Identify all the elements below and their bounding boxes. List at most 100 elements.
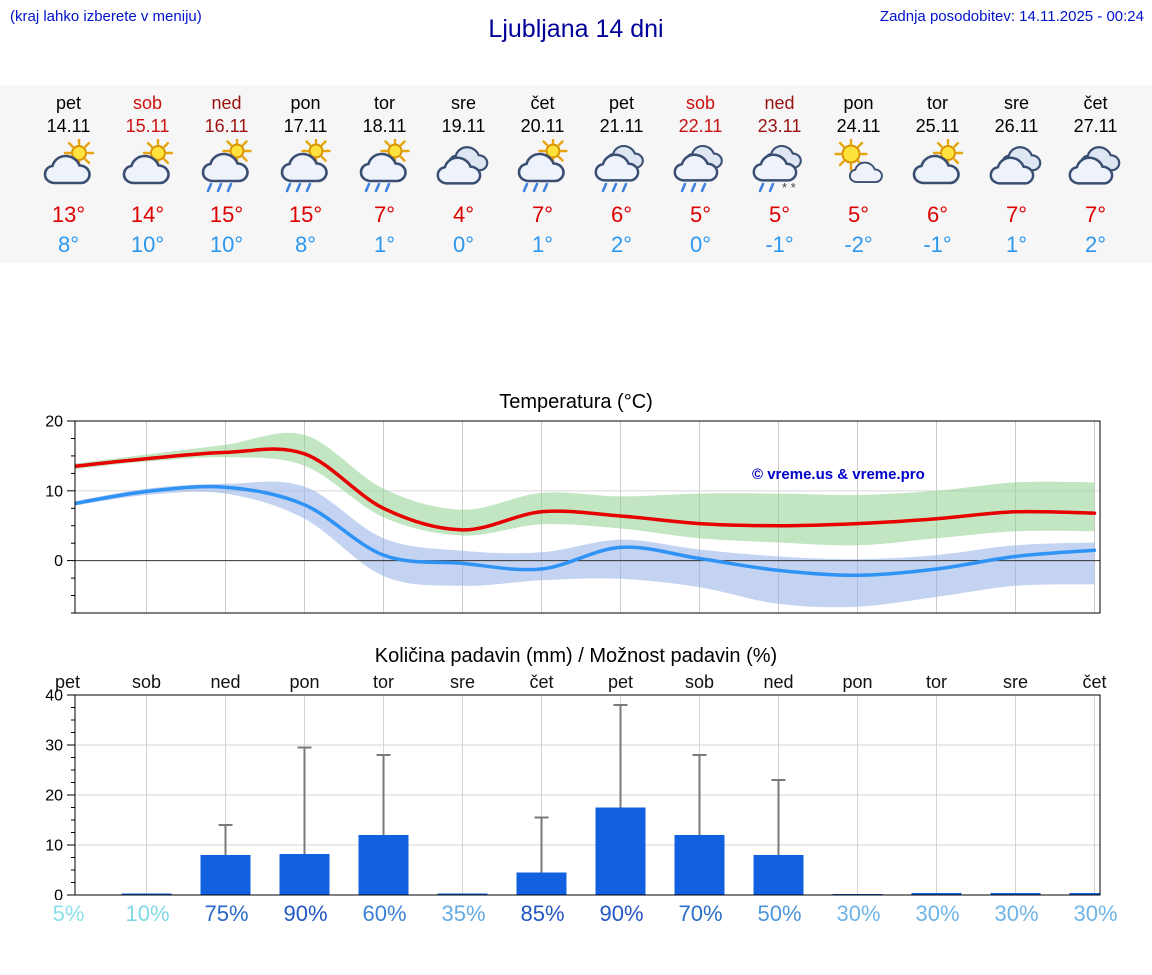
- rain-icon: [673, 144, 723, 193]
- day-name: sre: [450, 93, 476, 113]
- day-tmax: 5°: [847, 202, 870, 227]
- precip-day-label: sre: [1003, 672, 1028, 692]
- day-name: ned: [764, 93, 795, 113]
- day-icon-wrap: [29, 137, 108, 199]
- forecast-day: sob 22.11 5° 0°: [661, 92, 740, 263]
- copyright-link[interactable]: © vreme.us & vreme.pro: [752, 466, 925, 483]
- last-update: Zadnja posodobitev: 14.11.2025 - 00:24: [879, 8, 1144, 25]
- day-tmax: 13°: [51, 202, 86, 227]
- day-tmax: 7°: [1084, 202, 1107, 227]
- precip-probability: 35%: [441, 901, 486, 926]
- precip-plot-area: [75, 695, 1100, 895]
- temp-ytick-label: 20: [45, 414, 63, 431]
- day-date: 22.11: [678, 115, 723, 136]
- forecast-day: sre 26.11 7° 1°: [977, 92, 1056, 263]
- precip-chart-title: Količina padavin (mm) / Možnost padavin …: [374, 645, 778, 667]
- day-date: 23.11: [757, 115, 802, 136]
- precip-bar: [437, 893, 488, 895]
- precip-bar: [516, 872, 567, 895]
- forecast-day: pon 17.11 15° 8°: [266, 92, 345, 263]
- rain-sun-icon: [201, 136, 252, 193]
- sleet-icon: * *: [752, 144, 802, 195]
- temp-ytick-label: 0: [54, 553, 63, 570]
- day-tmin: 8°: [57, 231, 80, 257]
- precip-probability: 5%: [52, 901, 85, 926]
- temp-ytick-label: 10: [45, 483, 63, 500]
- precip-probability: 90%: [283, 901, 328, 926]
- precip-day-label: sob: [685, 672, 714, 692]
- precip-day-label: čet: [1082, 672, 1106, 692]
- temp-plot-area: [75, 421, 1100, 613]
- forecast-day: sre 19.11 4° 0°: [424, 92, 503, 263]
- day-date: 14.11: [46, 115, 91, 136]
- precip-bar: [674, 835, 725, 895]
- temp-band-0: [75, 432, 1095, 546]
- forecast-strip: pet 14.11 13° 8° sob 15.11 14° 10° ned 16.11 15° 10…: [0, 85, 1152, 263]
- cloudy-icon: [989, 146, 1041, 185]
- day-name: sre: [1003, 93, 1029, 113]
- day-tmax: 7°: [531, 202, 554, 227]
- day-date: 25.11: [915, 115, 960, 136]
- sunny-cloud-icon: [833, 137, 883, 183]
- forecast-day: čet 27.11 7° 2°: [1056, 92, 1135, 263]
- precip-day-label: ned: [210, 672, 240, 692]
- forecast-day: sob 15.11 14° 10°: [108, 92, 187, 263]
- forecast-day: pet 14.11 13° 8°: [29, 92, 108, 263]
- precip-day-label: pet: [608, 672, 633, 692]
- day-name: pon: [843, 93, 874, 113]
- precip-probability: 85%: [520, 901, 565, 926]
- day-tmin: 1°: [531, 231, 554, 257]
- day-tmax: 7°: [373, 202, 396, 227]
- day-icon-wrap: [819, 137, 898, 199]
- precip-day-label: pon: [289, 672, 319, 692]
- forecast-day: tor 25.11 6° -1°: [898, 92, 977, 263]
- day-icon-wrap: [661, 139, 740, 199]
- day-icon-wrap: [108, 137, 187, 199]
- day-date: 19.11: [441, 115, 486, 136]
- day-tmax: 5°: [689, 202, 712, 227]
- precip-day-label: sob: [132, 672, 161, 692]
- day-date: 26.11: [994, 115, 1039, 136]
- partly-cloudy-icon: [43, 137, 94, 185]
- day-icon-wrap: [424, 139, 503, 199]
- forecast-day: pet 21.11 6° 2°: [582, 92, 661, 263]
- day-icon-wrap: [898, 137, 977, 199]
- day-tmax: 7°: [1005, 202, 1028, 227]
- day-tmin: -2°: [844, 231, 873, 257]
- precip-day-label: ned: [763, 672, 793, 692]
- precip-probability: 30%: [994, 901, 1039, 926]
- day-icon-wrap: [1056, 139, 1135, 199]
- day-tmin: -1°: [923, 231, 952, 257]
- precip-ytick-label: 30: [45, 738, 63, 755]
- day-tmax: 4°: [452, 202, 475, 227]
- precip-probability: 30%: [836, 901, 881, 926]
- precip-bar: [911, 893, 962, 895]
- forecast-day: ned 16.11 15° 10°: [187, 92, 266, 263]
- precip-day-label: tor: [926, 672, 947, 692]
- day-date: 18.11: [362, 115, 407, 136]
- precip-bar: [121, 893, 172, 895]
- precip-probability: 60%: [362, 901, 407, 926]
- forecast-day: ned 23.11 * * 5° -1°: [740, 92, 819, 263]
- svg-text:* *: * *: [782, 180, 796, 195]
- precip-probability: 75%: [204, 901, 249, 926]
- day-name: pet: [608, 93, 635, 113]
- day-icon-wrap: [977, 139, 1056, 199]
- day-date: 20.11: [520, 115, 565, 136]
- rain-sun-icon: [359, 136, 410, 193]
- day-date: 16.11: [204, 115, 249, 136]
- day-date: 15.11: [125, 115, 170, 136]
- precip-probability: 10%: [125, 901, 170, 926]
- day-name: čet: [1083, 93, 1108, 113]
- precip-bar: [753, 855, 804, 895]
- cloudy-icon: [1068, 146, 1120, 185]
- day-icon-wrap: [345, 136, 424, 199]
- day-tmin: 2°: [610, 231, 633, 257]
- precip-bar: [200, 855, 251, 895]
- cloudy-icon: [436, 146, 488, 185]
- precip-day-label: tor: [373, 672, 394, 692]
- day-name: čet: [530, 93, 555, 113]
- precipitation-chart: pet sob ned pon tor sre čet pet sob ned pon tor sre č…: [45, 672, 1106, 900]
- day-tmin: 10°: [130, 231, 165, 257]
- precip-probability: 90%: [599, 901, 644, 926]
